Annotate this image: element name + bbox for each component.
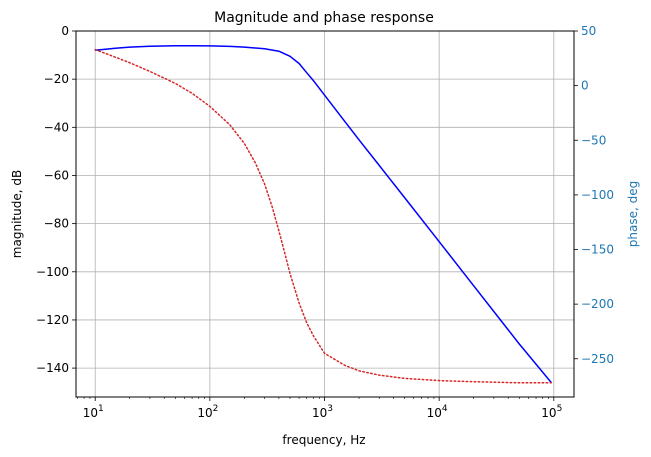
x-axis-ticks: 101 102 103 104 105	[77, 397, 562, 420]
series-layer	[94, 44, 553, 384]
left-tick-label: −60	[44, 168, 69, 182]
left-tick-label: −100	[36, 265, 69, 279]
right-tick-label: 0	[581, 79, 589, 93]
grid	[76, 30, 574, 397]
left-tick-label: −80	[44, 217, 69, 231]
x-tick-label: 102	[197, 404, 218, 420]
right-tick-label: −150	[581, 243, 614, 257]
chart-title: Magnitude and phase response	[214, 10, 434, 26]
x-tick-label: 104	[427, 404, 448, 420]
right-tick-label: 50	[581, 24, 596, 38]
right-axis-label: phase, deg	[626, 181, 640, 247]
left-tick-label: −40	[44, 120, 69, 134]
x-tick-label: 101	[83, 404, 104, 420]
left-tick-label: 0	[61, 24, 69, 38]
left-axis-ticks: 0 −20 −40 −60 −80 −100 −120 −140	[36, 24, 76, 375]
x-tick-label: 103	[312, 404, 333, 420]
magnitude-series-line	[95, 44, 552, 384]
left-tick-label: −120	[36, 313, 69, 327]
right-axis-ticks: 50 0 −50 −100 −150 −200 −250	[574, 24, 614, 366]
right-tick-label: −50	[581, 133, 606, 147]
x-tick-label: 105	[541, 404, 562, 420]
right-tick-label: −100	[581, 188, 614, 202]
plot-frame	[75, 30, 575, 398]
left-tick-label: −20	[44, 72, 69, 86]
phase-series-line	[94, 48, 553, 384]
right-tick-label: −250	[581, 352, 614, 366]
left-tick-label: −140	[36, 361, 69, 375]
x-axis-label: frequency, Hz	[282, 433, 365, 447]
left-axis-label: magnitude, dB	[10, 170, 24, 258]
right-tick-label: −200	[581, 297, 614, 311]
